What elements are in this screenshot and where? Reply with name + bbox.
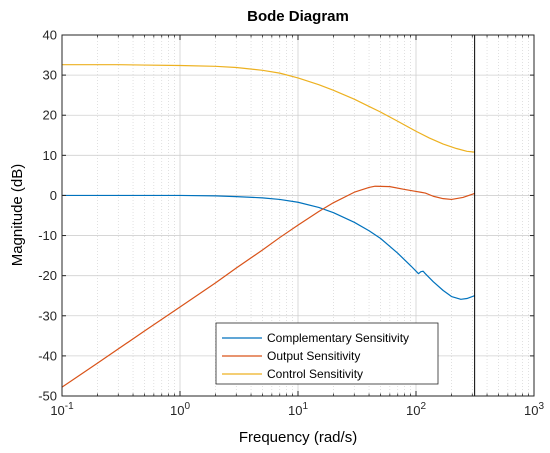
y-tick-label: 20 (43, 108, 57, 123)
series-line-output-sensitivity (61, 185, 475, 388)
y-tick-label: 40 (43, 28, 57, 43)
x-tick-label: 101 (288, 401, 308, 418)
y-tick-label: -50 (38, 389, 57, 404)
x-tick-label: 100 (170, 401, 190, 418)
y-tick-label: -20 (38, 268, 57, 283)
x-tick-label: 103 (524, 401, 544, 418)
legend-label-control: Control Sensitivity (267, 367, 363, 381)
legend: Complementary Sensitivity Output Sensiti… (215, 322, 439, 385)
legend-label-output: Output Sensitivity (267, 349, 360, 363)
series-line-complementary-sensitivity (62, 194, 475, 300)
x-tick-label: 102 (406, 401, 426, 418)
series-line-control-sensitivity (62, 64, 475, 153)
y-tick-label: 0 (50, 188, 57, 203)
axis-ticks: -50 -40 -30 -20 -10 0 10 20 30 40 10-1 100 101 102 103 (38, 28, 544, 419)
legend-label-complementary: Complementary Sensitivity (267, 331, 409, 345)
y-tick-label: 30 (43, 68, 57, 83)
chart-title: Bode Diagram (247, 8, 349, 25)
x-axis-label: Frequency (rad/s) (239, 429, 357, 446)
y-tick-label: -30 (38, 308, 57, 323)
series-lines (61, 64, 475, 388)
x-tick-label: 10-1 (50, 401, 74, 418)
y-axis-label: Magnitude (dB) (9, 164, 26, 267)
y-tick-label: -10 (38, 228, 57, 243)
y-tick-label: 10 (43, 148, 57, 163)
y-tick-label: -40 (38, 348, 57, 363)
